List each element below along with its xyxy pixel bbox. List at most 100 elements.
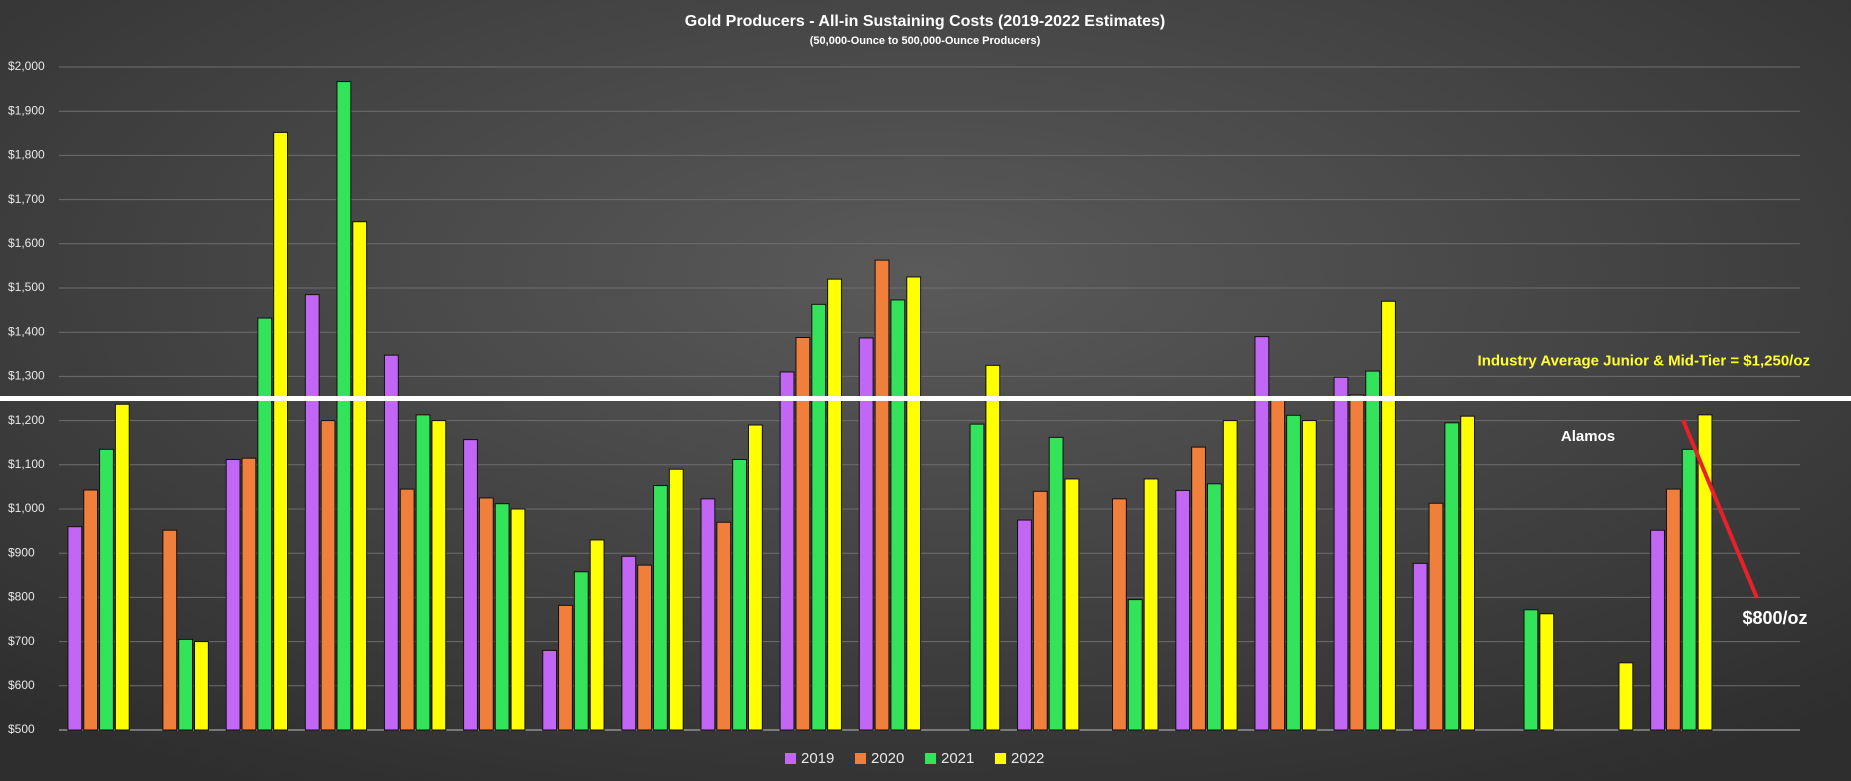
bar bbox=[573, 571, 589, 731]
bar bbox=[1017, 519, 1032, 731]
bar bbox=[320, 420, 336, 731]
bar bbox=[67, 526, 83, 731]
bar bbox=[1143, 478, 1159, 731]
bar bbox=[1206, 483, 1222, 731]
y-tick-label: $600 bbox=[8, 678, 35, 692]
y-tick-label: $1,200 bbox=[8, 413, 45, 427]
bar bbox=[858, 337, 874, 731]
bar bbox=[1127, 599, 1143, 731]
bar bbox=[99, 448, 114, 731]
bar bbox=[510, 508, 526, 731]
bar bbox=[1428, 502, 1444, 731]
bar bbox=[1412, 562, 1428, 731]
bar bbox=[494, 503, 510, 731]
bar bbox=[1175, 489, 1191, 731]
y-tick-label: $900 bbox=[8, 545, 35, 559]
legend-swatch bbox=[785, 753, 796, 764]
bar bbox=[668, 468, 684, 731]
bar bbox=[463, 439, 478, 731]
bar bbox=[653, 485, 668, 731]
bar bbox=[1523, 609, 1539, 731]
bar bbox=[637, 564, 653, 731]
bar bbox=[415, 414, 431, 731]
legend-label: 2020 bbox=[871, 750, 904, 767]
bar bbox=[241, 457, 257, 731]
bar bbox=[1349, 394, 1365, 731]
bar bbox=[1460, 415, 1476, 731]
legend-label: 2021 bbox=[941, 750, 974, 767]
bar bbox=[1048, 436, 1064, 731]
bar bbox=[1286, 414, 1301, 731]
bar bbox=[1333, 376, 1349, 731]
y-tick-label: $500 bbox=[8, 722, 35, 736]
bar bbox=[1064, 478, 1080, 731]
bar bbox=[383, 354, 399, 731]
bar bbox=[225, 458, 241, 731]
bar bbox=[795, 337, 811, 731]
bars bbox=[67, 81, 1713, 731]
legend-swatch bbox=[995, 753, 1006, 764]
bar bbox=[811, 303, 827, 731]
legend-swatch bbox=[855, 753, 866, 764]
annotation: $800/oz bbox=[1742, 608, 1807, 628]
bar bbox=[906, 276, 922, 731]
bar bbox=[747, 424, 763, 731]
y-tick-label: $1,000 bbox=[8, 501, 45, 515]
bar bbox=[273, 131, 288, 731]
bar bbox=[890, 299, 906, 731]
bar bbox=[1539, 613, 1555, 731]
bar bbox=[194, 641, 209, 731]
bar bbox=[874, 259, 890, 731]
bar bbox=[1681, 448, 1697, 731]
bar bbox=[1191, 446, 1206, 731]
bar bbox=[304, 294, 320, 731]
y-tick-label: $1,400 bbox=[8, 324, 45, 338]
bar bbox=[779, 371, 795, 731]
y-tick-label: $2,000 bbox=[8, 59, 45, 73]
y-tick-label: $1,500 bbox=[8, 280, 45, 294]
bar bbox=[399, 488, 415, 731]
bar bbox=[114, 403, 130, 731]
overlay: Industry Average Junior & Mid-Tier = $1,… bbox=[0, 352, 1851, 767]
bar bbox=[1650, 529, 1665, 731]
bar bbox=[1381, 300, 1396, 731]
bar bbox=[1270, 398, 1286, 731]
bar bbox=[1665, 488, 1681, 731]
y-tick-label: $1,300 bbox=[8, 369, 45, 383]
bar bbox=[431, 420, 447, 731]
bar bbox=[1697, 414, 1713, 731]
bar bbox=[558, 604, 573, 731]
bar bbox=[1222, 420, 1238, 731]
annotation: Alamos bbox=[1561, 428, 1615, 445]
bar bbox=[1365, 370, 1381, 731]
y-tick-label: $1,700 bbox=[8, 192, 45, 206]
bar bbox=[1444, 422, 1460, 731]
bar bbox=[178, 638, 194, 731]
bar bbox=[162, 529, 178, 731]
reference-label: Industry Average Junior & Mid-Tier = $1,… bbox=[1478, 352, 1810, 369]
bar bbox=[985, 364, 1001, 731]
y-tick-label: $1,900 bbox=[8, 103, 45, 117]
bar bbox=[732, 458, 747, 731]
bar bbox=[542, 649, 558, 731]
chart-title: Gold Producers - All-in Sustaining Costs… bbox=[685, 13, 1165, 30]
chart-subtitle: (50,000-Ounce to 500,000-Ounce Producers… bbox=[810, 35, 1041, 47]
bar bbox=[589, 539, 605, 731]
bar bbox=[1032, 490, 1048, 731]
y-tick-label: $1,800 bbox=[8, 148, 45, 162]
bar bbox=[700, 498, 716, 731]
y-tick-label: $1,600 bbox=[8, 236, 45, 250]
bar bbox=[1112, 498, 1127, 731]
bar bbox=[1254, 336, 1270, 731]
bar bbox=[621, 555, 637, 731]
bar bbox=[336, 81, 352, 731]
bar bbox=[257, 317, 273, 731]
legend-swatch bbox=[925, 753, 936, 764]
bar bbox=[969, 423, 985, 731]
bar bbox=[827, 278, 842, 731]
y-tick-label: $800 bbox=[8, 590, 35, 604]
bar bbox=[1301, 420, 1317, 731]
arrow bbox=[1681, 419, 1759, 599]
